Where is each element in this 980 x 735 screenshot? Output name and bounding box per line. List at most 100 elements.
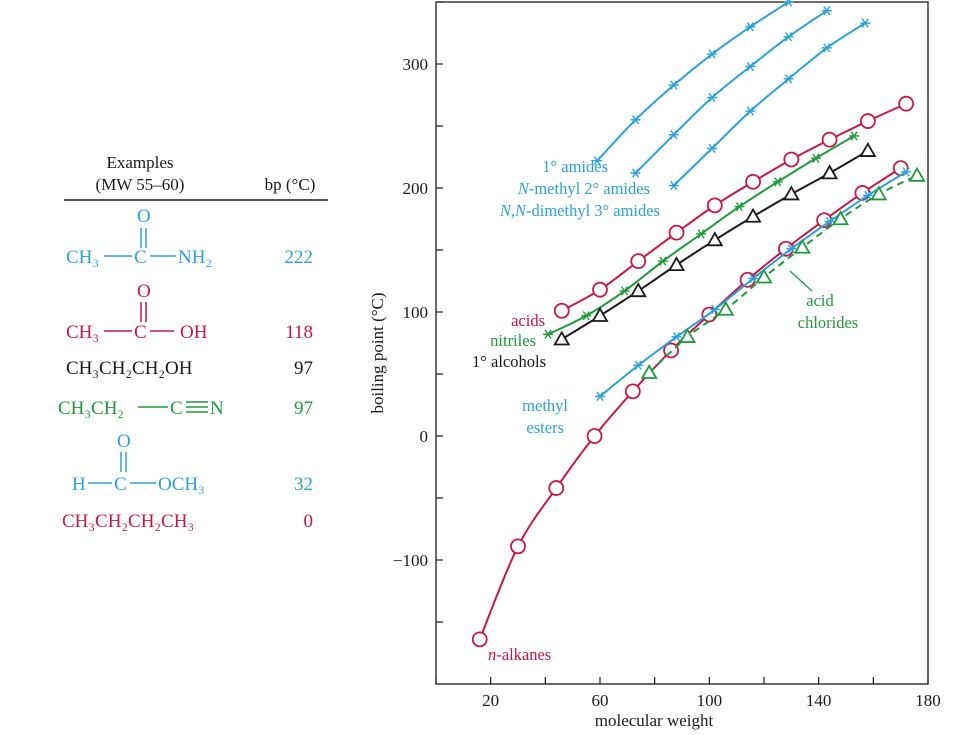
data-point-star <box>668 80 679 90</box>
data-point-star <box>783 32 794 42</box>
star-stroke <box>670 180 678 191</box>
star-stroke <box>812 153 820 163</box>
example-bp-value: 118 <box>285 322 313 343</box>
data-point-star <box>783 74 794 84</box>
data-point-star <box>592 156 603 166</box>
formula-part: CH₃CH₂CH₂OH <box>66 358 193 379</box>
data-point-star <box>581 311 592 321</box>
data-point-circle <box>892 160 909 177</box>
star-stroke <box>735 201 743 212</box>
star-stroke <box>823 6 831 16</box>
data-point-star <box>860 18 871 28</box>
data-point-star <box>696 229 707 239</box>
data-point-star <box>633 360 644 370</box>
star-stroke <box>544 329 552 339</box>
star-stroke <box>735 201 743 212</box>
example-bp-value: 97 <box>294 358 313 379</box>
data-point-circle <box>471 631 488 648</box>
y-tick-label: 300 <box>403 55 429 74</box>
data-point-star <box>901 167 912 177</box>
data-point-star <box>734 201 745 212</box>
y-tick-label: 200 <box>403 179 429 198</box>
acid-chlorides-leader-line <box>789 270 813 292</box>
data-point-triangle <box>908 166 926 182</box>
series-line <box>478 167 902 640</box>
y-tick-label: 0 <box>420 427 429 446</box>
data-point-star <box>671 332 682 342</box>
carbonyl-oxygen-label: O <box>137 206 151 227</box>
star-stroke <box>593 156 601 166</box>
star-stroke <box>621 286 629 296</box>
y-tick-label: −100 <box>393 551 428 570</box>
series-label-methyl-esters-line2: esters <box>526 418 564 437</box>
star-stroke <box>670 80 678 90</box>
star-stroke <box>774 177 782 187</box>
example-bp-value: 32 <box>294 474 313 495</box>
star-stroke <box>787 244 795 254</box>
star-stroke <box>850 131 858 141</box>
data-point-triangle <box>667 256 686 272</box>
formula-part: CH₃ <box>66 247 99 268</box>
data-point-triangle <box>782 185 800 201</box>
carbonyl-oxygen-label: O <box>137 281 151 302</box>
series-line <box>599 171 907 398</box>
data-point-circle <box>706 197 723 214</box>
data-point-star <box>862 190 873 201</box>
data-point-circle <box>624 383 641 400</box>
star-stroke <box>708 143 716 153</box>
y-axis-label: boiling point (°C) <box>368 292 387 413</box>
series-label-acids: acids <box>511 311 545 330</box>
star-stroke <box>749 273 757 284</box>
formula-part: C <box>134 322 147 343</box>
data-point-triangle <box>821 164 839 180</box>
series-line <box>561 149 869 341</box>
series-label-1-amides: 1° amides <box>542 157 608 176</box>
example-row-propanol: CH₃CH₂CH₂OH 97 <box>66 358 313 379</box>
carbonyl-oxygen-label: O <box>117 431 131 452</box>
data-point-circle <box>783 151 800 168</box>
star-stroke <box>774 177 782 187</box>
x-tick-label: 60 <box>592 691 609 710</box>
data-point-triangle <box>870 185 888 201</box>
formula-part: C <box>170 398 183 419</box>
formula-part: NH₂ <box>178 247 212 268</box>
data-point-triangle <box>591 306 609 322</box>
formula-part: N <box>210 398 224 419</box>
series-line <box>547 135 855 336</box>
data-point-circle <box>510 538 526 555</box>
series-label-1-alcohols: 1° alcohols <box>472 352 546 371</box>
data-point-circle <box>816 212 833 229</box>
star-stroke <box>785 74 793 84</box>
star-stroke <box>697 229 705 239</box>
star-stroke <box>826 216 834 227</box>
star-stroke <box>746 22 754 32</box>
star-stroke <box>631 168 640 178</box>
series-label-n-n-dimethyl-3-amides: N,N-dimethyl 3° amides <box>499 201 660 220</box>
data-point-circle <box>663 342 679 359</box>
star-stroke <box>582 311 590 321</box>
star-stroke <box>672 332 681 342</box>
series-acid-chlorides <box>640 166 926 379</box>
data-point-circle <box>859 113 876 129</box>
x-tick-label: 140 <box>806 691 832 710</box>
example-row-butane: CH₃CH₂CH₂CH₃ 0 <box>62 511 313 532</box>
x-tick-label: 20 <box>482 691 499 710</box>
series-n-alkanes <box>471 160 909 648</box>
data-point-triangle <box>553 330 571 346</box>
data-point-circle <box>592 281 608 298</box>
data-point-circle <box>548 480 565 496</box>
data-point-circle <box>777 240 794 257</box>
star-stroke <box>634 360 642 370</box>
star-stroke <box>861 18 869 28</box>
series-1-amides <box>592 0 794 166</box>
star-stroke <box>708 143 716 153</box>
data-point-star <box>619 286 630 296</box>
formula-part: C <box>114 474 127 495</box>
data-point-star <box>668 130 679 140</box>
data-point-star <box>707 143 718 153</box>
data-point-circle <box>701 306 718 323</box>
star-stroke <box>670 130 678 140</box>
star-stroke <box>864 190 872 201</box>
example-row-propionitrile: CH₃CH₂ C N 97 <box>58 398 313 419</box>
data-point-triangle <box>755 268 773 284</box>
